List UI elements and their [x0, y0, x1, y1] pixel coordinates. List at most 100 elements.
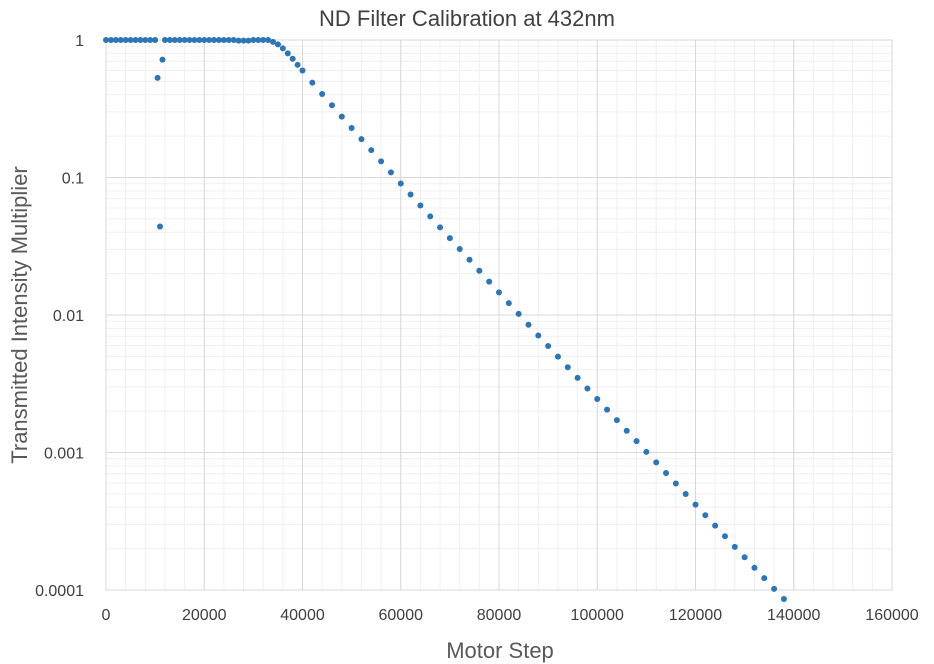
data-point [240, 37, 247, 44]
data-point [564, 364, 571, 371]
data-point [525, 321, 532, 328]
y-axis-tick-labels: 1 0.1 0.01 0.001 0.0001 [35, 33, 84, 600]
x-tick-label: 100000 [571, 607, 624, 624]
y-tick-label: 1 [75, 33, 84, 50]
data-point [211, 37, 218, 43]
data-point [154, 74, 161, 81]
data-point [427, 213, 434, 220]
data-point [446, 235, 453, 242]
data-point [731, 543, 738, 550]
data-point [761, 575, 768, 582]
data-point [702, 512, 709, 519]
data-point [682, 491, 689, 498]
data-point [378, 158, 385, 165]
data-point [112, 37, 119, 43]
data-point [186, 37, 193, 43]
data-point [338, 113, 345, 120]
plot-area-frame [105, 39, 893, 591]
data-point [166, 37, 173, 43]
data-point [594, 395, 601, 402]
data-point [107, 37, 114, 43]
x-axis-tick-labels: 0 20000 40000 60000 80000 100000 120000 140000 1… [102, 607, 919, 624]
data-point [137, 37, 144, 43]
data-point [397, 180, 404, 187]
data-point [741, 554, 748, 561]
data-point [147, 37, 154, 43]
data-point [171, 37, 178, 43]
data-point [692, 501, 699, 508]
chart-title: ND Filter Calibration at 432nm [319, 6, 615, 31]
y-tick-label: 0.1 [62, 171, 84, 188]
data-point [122, 37, 129, 43]
data-point [328, 102, 335, 109]
data-point [215, 37, 222, 43]
data-point [604, 406, 611, 413]
data-point [181, 37, 188, 43]
data-point [152, 37, 159, 43]
data-point [545, 343, 552, 350]
data-point [206, 37, 213, 43]
data-point [496, 289, 502, 296]
data-point [613, 417, 620, 424]
data-point [132, 37, 139, 43]
data-point [103, 37, 109, 43]
data-point [515, 310, 522, 317]
data-point [260, 37, 267, 43]
data-point [643, 448, 650, 455]
data-point [142, 37, 149, 43]
data-point [255, 37, 262, 43]
data-point [157, 223, 164, 230]
data-point [633, 438, 640, 445]
data-point [466, 256, 473, 263]
data-point [712, 522, 719, 529]
data-point [220, 37, 227, 43]
data-point [270, 38, 277, 45]
data-point [486, 278, 493, 285]
data-point [368, 147, 375, 154]
data-point [771, 585, 778, 592]
data-point [672, 480, 679, 487]
y-tick-label: 0.01 [53, 308, 84, 325]
data-point [117, 37, 124, 43]
data-point [265, 37, 272, 43]
y-axis-title: Transmitted Intensity Multiplier [7, 166, 32, 464]
x-tick-label: 0 [102, 607, 111, 624]
data-point [176, 37, 183, 43]
data-point [294, 61, 301, 68]
data-point [663, 469, 670, 476]
data-point [574, 374, 581, 381]
x-tick-label: 40000 [280, 607, 325, 624]
data-point [279, 45, 286, 52]
data-point [225, 37, 232, 43]
data-point [235, 37, 242, 44]
data-point [476, 267, 483, 274]
data-point [505, 300, 512, 307]
x-tick-label: 20000 [182, 607, 227, 624]
x-tick-label: 60000 [379, 607, 424, 624]
data-point [348, 125, 355, 132]
x-axis-title: Motor Step [446, 638, 554, 663]
data-point [751, 564, 758, 571]
data-point [284, 50, 291, 57]
data-point [721, 533, 728, 540]
data-point [417, 202, 424, 209]
data-point [309, 79, 316, 86]
data-point [554, 353, 561, 360]
data-point [387, 169, 394, 176]
data-point [437, 224, 444, 231]
data-point [780, 596, 787, 603]
data-point [161, 37, 168, 43]
data-point [127, 37, 134, 43]
data-point [358, 136, 365, 143]
data-point [250, 37, 257, 43]
data-point [274, 41, 281, 48]
y-tick-label: 0.0001 [35, 583, 84, 600]
data-point [201, 37, 208, 43]
data-point [299, 67, 306, 74]
data-series [103, 37, 787, 603]
data-point [319, 90, 326, 97]
data-point [245, 37, 252, 44]
x-tick-label: 80000 [477, 607, 522, 624]
data-point [159, 56, 166, 63]
